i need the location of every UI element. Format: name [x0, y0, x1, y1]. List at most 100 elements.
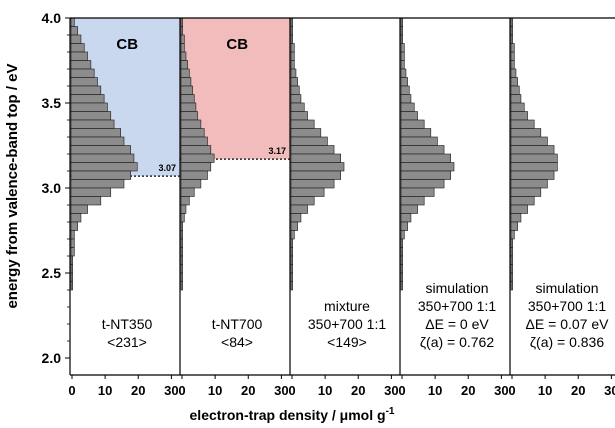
histogram-bar — [290, 85, 300, 95]
histogram-bar — [290, 272, 293, 282]
histogram-bar — [400, 170, 451, 180]
histogram-bar — [400, 111, 418, 121]
histogram-bar — [290, 153, 341, 163]
histogram-bar — [180, 85, 193, 95]
histogram-bar — [510, 281, 513, 291]
panel-label-line: ΔE = 0 eV — [425, 316, 489, 332]
histogram-bar — [290, 111, 308, 121]
histogram-bar — [400, 60, 405, 70]
histogram-bar — [180, 255, 183, 265]
histogram-bar — [290, 281, 293, 291]
histogram-bar — [510, 17, 513, 27]
panel-5: simulation 350+700 1:1 ΔE = 0.07 eV ζ(a) = … — [510, 17, 609, 350]
histogram-bar — [400, 221, 408, 231]
histogram-bar — [70, 170, 131, 180]
histogram-bar — [290, 102, 305, 112]
histogram-bar — [510, 196, 535, 206]
histogram-bar — [510, 43, 515, 53]
histogram-bar — [70, 187, 112, 197]
histogram-bar — [180, 162, 212, 172]
histogram-bar — [70, 264, 73, 274]
histogram-bar — [510, 179, 548, 189]
histogram-bar — [180, 119, 202, 129]
histogram-bar — [70, 204, 88, 214]
x-tick-label: 10 — [98, 383, 112, 398]
histogram-bar — [180, 34, 185, 44]
histogram-bar — [180, 179, 202, 189]
histogram-bar — [290, 196, 315, 206]
histogram-bar — [180, 128, 205, 138]
histogram-bar — [70, 153, 135, 163]
histogram-bar — [70, 247, 75, 257]
histogram-bar — [400, 255, 403, 265]
histogram-bar — [400, 119, 425, 129]
cb-edge-value: 3.07 — [158, 163, 176, 173]
histogram-bar — [70, 230, 75, 240]
histogram-bar — [290, 17, 293, 27]
histogram-bar — [290, 51, 295, 61]
y-tick-label: 3.0 — [42, 180, 62, 196]
x-tick-label: 10 — [538, 383, 552, 398]
x-tick-label: 30 — [604, 383, 615, 398]
histogram-bar — [180, 136, 208, 146]
histogram-bar — [290, 187, 325, 197]
panel-label-line: 350+700 1:1 — [418, 298, 496, 314]
histogram-bar — [400, 43, 405, 53]
histogram-bar — [180, 230, 183, 240]
histogram-bar — [400, 51, 405, 61]
histogram-bar — [180, 68, 190, 78]
histogram-bar — [510, 170, 555, 180]
histogram-bar — [290, 136, 328, 146]
axes-layer: 0 10 20 30 0 10 20 30 0 10 20 30 0 10 20 30 0 10 20 304.03.… — [42, 10, 615, 398]
histogram-bar — [70, 128, 121, 138]
histogram-bar — [70, 238, 75, 248]
histogram-bar — [70, 145, 131, 155]
y-tick-label: 2.0 — [42, 350, 62, 366]
histogram-bar — [400, 187, 435, 197]
y-tick-label: 3.5 — [42, 95, 62, 111]
histogram-bar — [510, 162, 558, 172]
cb-label: CB — [116, 36, 138, 53]
histogram-bar — [70, 77, 98, 87]
histogram-bar — [510, 34, 513, 44]
histogram-bar — [400, 196, 425, 206]
histogram-bar — [510, 145, 555, 155]
histogram-bar — [180, 43, 185, 53]
histogram-bar — [400, 145, 445, 155]
x-tick-label: 20 — [131, 383, 145, 398]
histogram-bar — [70, 111, 112, 121]
histogram-bar — [400, 230, 405, 240]
histogram-bar — [70, 162, 138, 172]
x-tick-label: 20 — [461, 383, 475, 398]
histogram-bar — [510, 26, 513, 36]
histogram-bar — [70, 85, 102, 95]
x-tick-label: 0 — [508, 383, 515, 398]
histogram-bar — [70, 179, 125, 189]
panel-label-line: ζ(a) = 0.836 — [530, 334, 604, 350]
histogram-bar — [510, 68, 517, 78]
histogram-bar — [290, 119, 315, 129]
histogram-bar — [180, 170, 208, 180]
histogram-bar — [510, 255, 513, 265]
histogram-bar — [70, 17, 75, 27]
histogram-bar — [70, 281, 73, 291]
histogram-bar — [400, 247, 403, 257]
x-tick-label: 30 — [164, 383, 178, 398]
histogram-bar — [290, 34, 293, 44]
histogram-bar — [400, 272, 403, 282]
histogram-bar — [510, 264, 513, 274]
panel-label-line: 350+700 1:1 — [308, 316, 386, 332]
histogram-bar — [290, 204, 308, 214]
histogram-bar — [290, 60, 295, 70]
panel-label-line: t-NT350 — [102, 316, 153, 332]
histogram-bar — [180, 187, 195, 197]
histogram-bar — [290, 145, 335, 155]
histogram-bar — [180, 102, 197, 112]
panel-label-line: t-NT700 — [212, 316, 263, 332]
x-tick-label: 0 — [398, 383, 405, 398]
histogram-bar — [400, 238, 403, 248]
x-tick-label: 10 — [208, 383, 222, 398]
histogram-bar — [290, 128, 322, 138]
histogram-bar — [180, 145, 212, 155]
